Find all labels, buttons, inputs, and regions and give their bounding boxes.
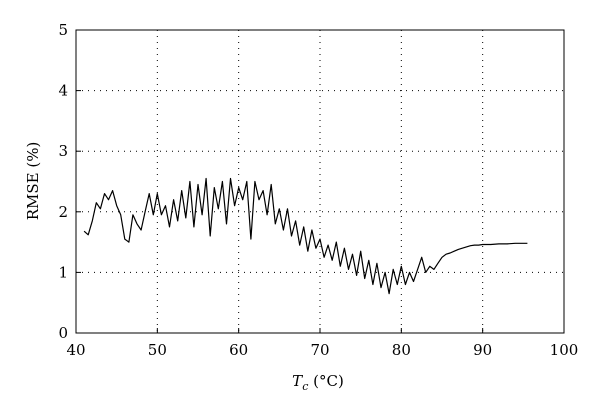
y-tick-label: 2 <box>58 203 68 221</box>
y-tick-label: 1 <box>58 263 68 281</box>
x-tick-label: 90 <box>473 341 492 359</box>
axis-ticks <box>75 29 565 334</box>
x-axis-unit: (°C) <box>308 372 343 390</box>
x-tick-label: 50 <box>148 341 167 359</box>
y-tick-label: 3 <box>58 142 68 160</box>
grid-lines <box>76 30 564 333</box>
x-tick-label: 70 <box>310 341 329 359</box>
x-tick-label: 80 <box>392 341 411 359</box>
y-tick-label: 4 <box>58 82 68 100</box>
tick-labels: 40 50 60 70 80 90 100 0 1 2 3 4 5 <box>58 21 578 359</box>
x-tick-label: 40 <box>66 341 85 359</box>
y-axis-title: RMSE (%) <box>24 142 42 221</box>
series-line <box>83 177 528 295</box>
x-tick-label: 60 <box>229 341 248 359</box>
x-axis-variable: T <box>292 372 303 390</box>
plot-frame <box>75 29 565 334</box>
x-axis-title: Tc (°C) <box>292 372 344 393</box>
y-tick-label: 0 <box>58 324 68 342</box>
x-axis-subscript: c <box>302 380 308 393</box>
y-tick-label: 5 <box>58 21 68 39</box>
x-tick-label: 100 <box>550 341 579 359</box>
